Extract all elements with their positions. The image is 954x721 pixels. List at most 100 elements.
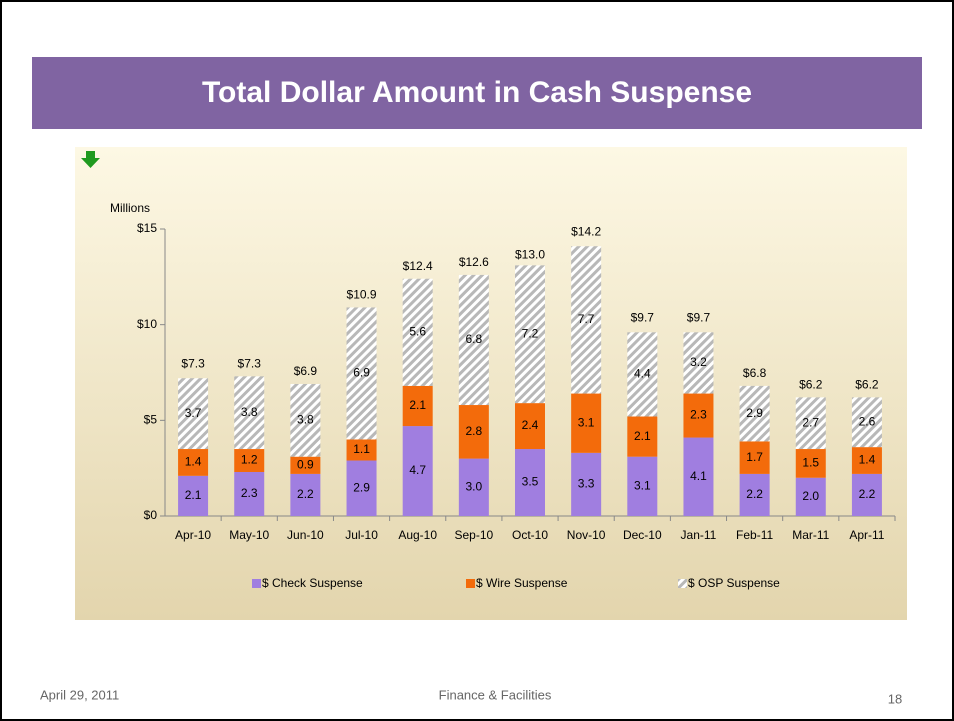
- value-label: 4.1: [690, 469, 707, 483]
- bar-segment: [627, 332, 658, 417]
- bar-segment: [178, 378, 209, 450]
- value-label: 3.1: [578, 415, 595, 429]
- value-label: 0.9: [297, 457, 314, 471]
- x-tick-label: Dec-10: [623, 528, 662, 542]
- x-tick-label: Mar-11: [792, 528, 829, 542]
- bar-segment: [515, 403, 545, 450]
- x-tick-label: Jul-10: [345, 528, 378, 542]
- total-label: $7.3: [181, 356, 205, 370]
- y-tick-label: $10: [137, 317, 157, 331]
- y-tick-label: $15: [137, 221, 157, 235]
- value-label: 3.5: [522, 475, 539, 489]
- bar-segment: [290, 383, 321, 457]
- slide-title: Total Dollar Amount in Cash Suspense: [202, 76, 752, 109]
- footer-center: Finance & Facilities: [439, 687, 552, 702]
- bar-segment: [402, 385, 433, 427]
- bar-segment: [571, 393, 602, 453]
- y-tick-label: $5: [144, 413, 158, 427]
- total-label: $6.2: [799, 378, 823, 392]
- value-label: 2.9: [746, 406, 763, 420]
- bar-segment: [683, 437, 714, 516]
- bar-segment: [515, 449, 545, 516]
- value-label: 1.2: [241, 453, 258, 467]
- bar-segment: [458, 274, 489, 406]
- bar-segment: [795, 449, 826, 478]
- total-label: $13.0: [515, 247, 545, 261]
- value-label: 4.7: [409, 463, 426, 477]
- value-label: 2.2: [297, 487, 314, 501]
- bar-segment: [683, 393, 714, 438]
- value-label: 2.7: [802, 415, 819, 429]
- bar-segment: [178, 475, 209, 516]
- value-label: 1.1: [353, 442, 370, 456]
- x-tick-label: Oct-10: [512, 528, 548, 542]
- arrow-icon: [81, 151, 100, 168]
- value-label: 3.2: [690, 355, 707, 369]
- bar-segment: [851, 473, 882, 516]
- value-label: 2.3: [690, 408, 707, 422]
- value-label: 1.4: [185, 455, 202, 469]
- total-label: $6.8: [743, 366, 767, 380]
- value-label: 5.6: [409, 324, 426, 338]
- value-label: 1.7: [746, 450, 763, 464]
- value-label: 6.9: [353, 366, 370, 380]
- x-tick-label: Feb-11: [736, 528, 773, 542]
- bar-segment: [795, 477, 826, 516]
- value-label: 2.1: [634, 429, 651, 443]
- value-label: 4.4: [634, 367, 651, 381]
- legend-swatch: [466, 579, 475, 588]
- value-label: 2.9: [353, 480, 370, 494]
- x-tick-label: May-10: [229, 528, 269, 542]
- x-tick-label: Nov-10: [567, 528, 606, 542]
- value-label: 7.2: [522, 326, 539, 340]
- y-tick-label: $0: [144, 508, 158, 522]
- bar-segment: [290, 456, 321, 474]
- total-label: $12.6: [459, 255, 489, 269]
- bar-segment: [627, 416, 658, 457]
- value-label: 2.8: [466, 424, 483, 438]
- page-number: 18: [888, 691, 902, 706]
- x-tick-label: Jan-11: [681, 528, 717, 542]
- legend-label: $ Check Suspense: [262, 576, 363, 590]
- total-label: $6.9: [294, 364, 318, 378]
- legend-label: $ Wire Suspense: [476, 576, 568, 590]
- total-label: $7.3: [238, 356, 262, 370]
- value-label: 2.2: [746, 487, 763, 501]
- bar-segment: [402, 278, 433, 386]
- value-label: 3.8: [297, 413, 314, 427]
- value-label: 2.4: [522, 418, 539, 432]
- x-tick-label: Aug-10: [398, 528, 437, 542]
- bar-segment: [290, 473, 321, 516]
- total-label: $12.4: [403, 259, 433, 273]
- bar-segment: [346, 460, 377, 516]
- bar-segment: [683, 332, 714, 394]
- legend-swatch: [252, 579, 261, 588]
- bar-segment: [571, 452, 602, 516]
- bar-segment: [402, 426, 433, 516]
- bar-segment: [346, 307, 377, 440]
- title-band: [32, 57, 922, 129]
- value-label: 1.4: [859, 453, 876, 467]
- total-label: $14.2: [571, 224, 601, 238]
- bar-segment: [571, 246, 602, 394]
- bar-segment: [515, 265, 545, 404]
- legend-swatch: [678, 579, 687, 588]
- value-label: 6.8: [466, 332, 483, 346]
- value-label: 3.3: [578, 477, 595, 491]
- total-label: $6.2: [855, 378, 879, 392]
- bar-segment: [851, 447, 882, 474]
- bar-segment: [234, 376, 265, 450]
- x-tick-label: Sep-10: [454, 528, 493, 542]
- bar-segment: [739, 385, 770, 442]
- value-label: 2.1: [409, 398, 426, 412]
- footer-date: April 29, 2011: [40, 687, 119, 702]
- value-label: 2.2: [859, 487, 876, 501]
- value-label: 2.3: [241, 486, 258, 500]
- bar-segment: [234, 471, 265, 516]
- value-label: 1.5: [802, 456, 819, 470]
- value-label: 2.1: [185, 488, 202, 502]
- x-tick-label: Apr-10: [175, 528, 211, 542]
- bar-segment: [851, 397, 882, 448]
- bar-segment: [458, 458, 489, 516]
- value-label: 7.7: [578, 312, 595, 326]
